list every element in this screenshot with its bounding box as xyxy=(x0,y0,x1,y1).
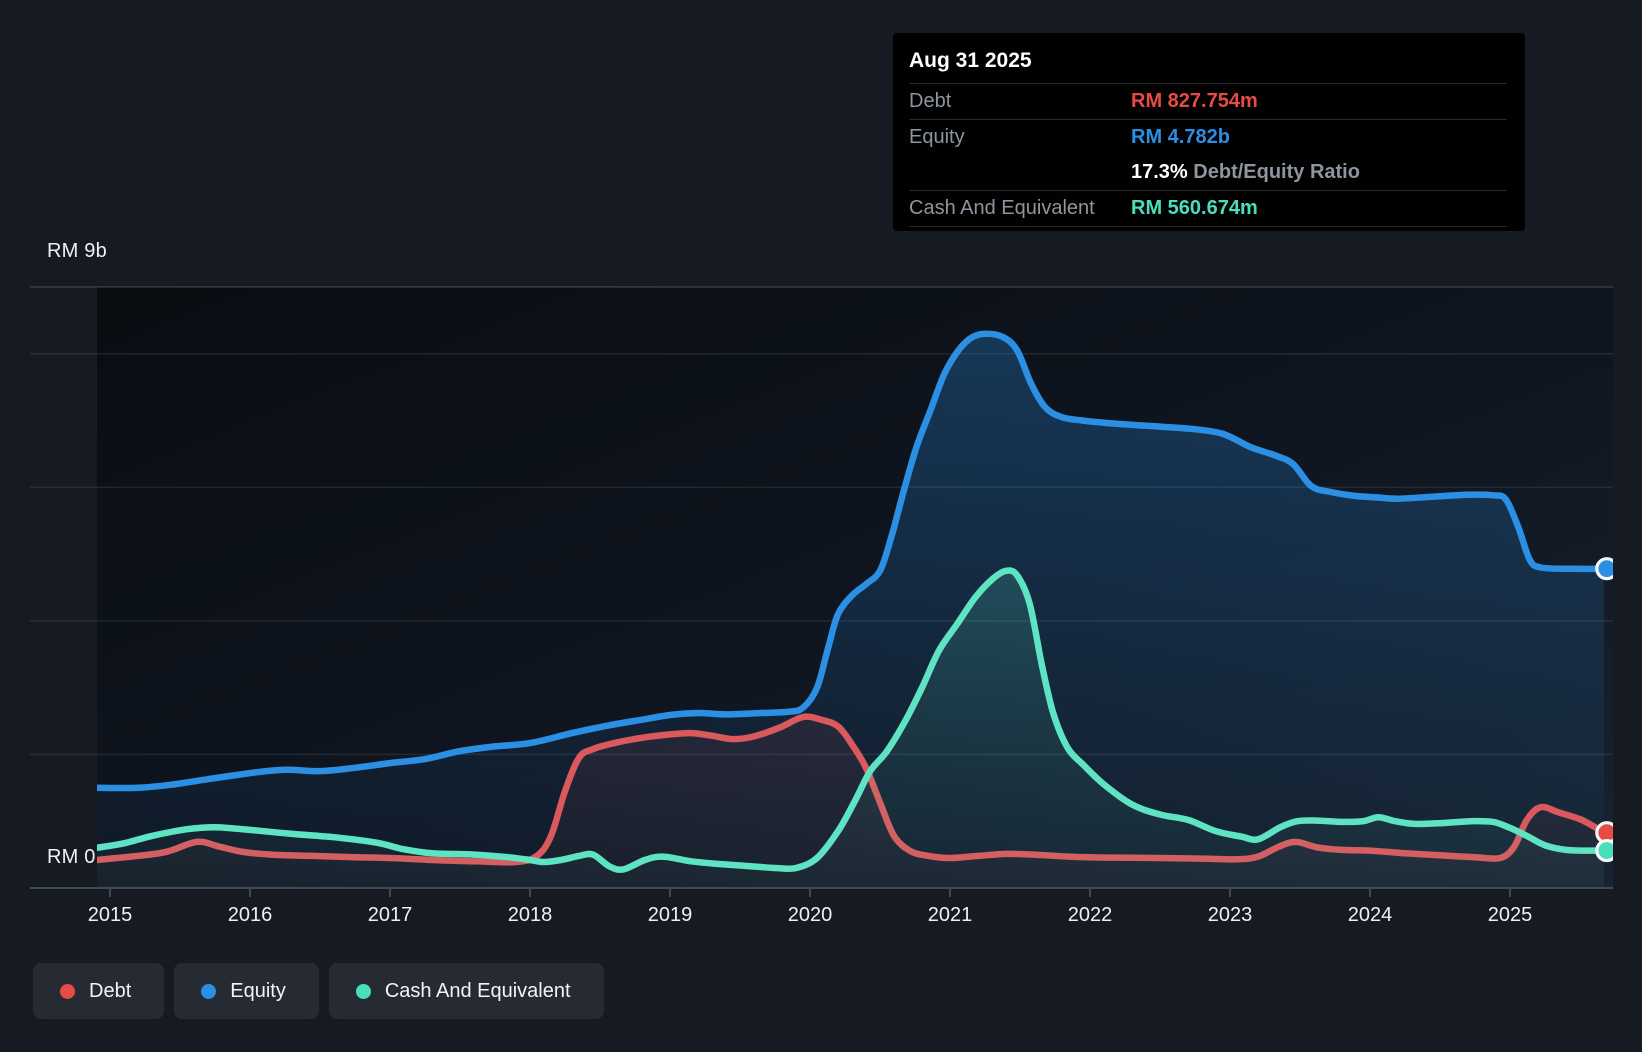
tooltip-cash-row: Cash And Equivalent RM 560.674m xyxy=(909,190,1507,227)
x-tick-label-2015: 2015 xyxy=(88,904,133,926)
x-tick-label-2024: 2024 xyxy=(1348,904,1393,926)
x-tick-label-2025: 2025 xyxy=(1488,904,1533,926)
equity-end-marker[interactable] xyxy=(1597,559,1617,579)
tooltip-debt-label: Debt xyxy=(909,90,1131,113)
x-tick-label-2018: 2018 xyxy=(508,904,553,926)
equity-series-dot-icon xyxy=(201,984,216,999)
cash-series-dot-icon xyxy=(356,984,371,999)
tooltip-date: Aug 31 2025 xyxy=(909,45,1507,83)
cash-and-equivalent-end-marker[interactable] xyxy=(1597,841,1617,861)
y-axis-max-label: RM 9b xyxy=(47,240,107,263)
x-tick-label-2020: 2020 xyxy=(788,904,833,926)
legend-pill-debt[interactable]: Debt xyxy=(33,963,164,1019)
y-axis-zero-label: RM 0 xyxy=(47,846,96,869)
tooltip-debt-row: Debt RM 827.754m xyxy=(909,83,1507,119)
tooltip-cash-value: RM 560.674m xyxy=(1131,197,1258,220)
legend-equity-label: Equity xyxy=(230,980,286,1003)
x-tick-label-2023: 2023 xyxy=(1208,904,1253,926)
x-tick-label-2017: 2017 xyxy=(368,904,413,926)
tooltip-ratio-label: Debt/Equity Ratio xyxy=(1193,161,1360,183)
tooltip-equity-row: Equity RM 4.782b xyxy=(909,119,1507,155)
chart-tooltip: Aug 31 2025 Debt RM 827.754m Equity RM 4… xyxy=(893,33,1525,231)
x-tick-label-2019: 2019 xyxy=(648,904,693,926)
x-tick-label-2022: 2022 xyxy=(1068,904,1113,926)
tooltip-ratio-row: 17.3% Debt/Equity Ratio xyxy=(909,155,1507,190)
chart-legend: Debt Equity Cash And Equivalent xyxy=(33,963,604,1019)
tooltip-ratio-value: 17.3% xyxy=(1131,161,1188,183)
x-tick-label-2021: 2021 xyxy=(928,904,973,926)
legend-cash-label: Cash And Equivalent xyxy=(385,980,571,1003)
legend-debt-label: Debt xyxy=(89,980,131,1003)
x-tick-label-2016: 2016 xyxy=(228,904,273,926)
tooltip-equity-value: RM 4.782b xyxy=(1131,126,1230,149)
debt-series-dot-icon xyxy=(60,984,75,999)
tooltip-cash-label: Cash And Equivalent xyxy=(909,197,1131,220)
legend-pill-cash[interactable]: Cash And Equivalent xyxy=(329,963,604,1019)
legend-pill-equity[interactable]: Equity xyxy=(174,963,319,1019)
tooltip-equity-label: Equity xyxy=(909,126,1131,149)
tooltip-debt-value: RM 827.754m xyxy=(1131,90,1258,113)
